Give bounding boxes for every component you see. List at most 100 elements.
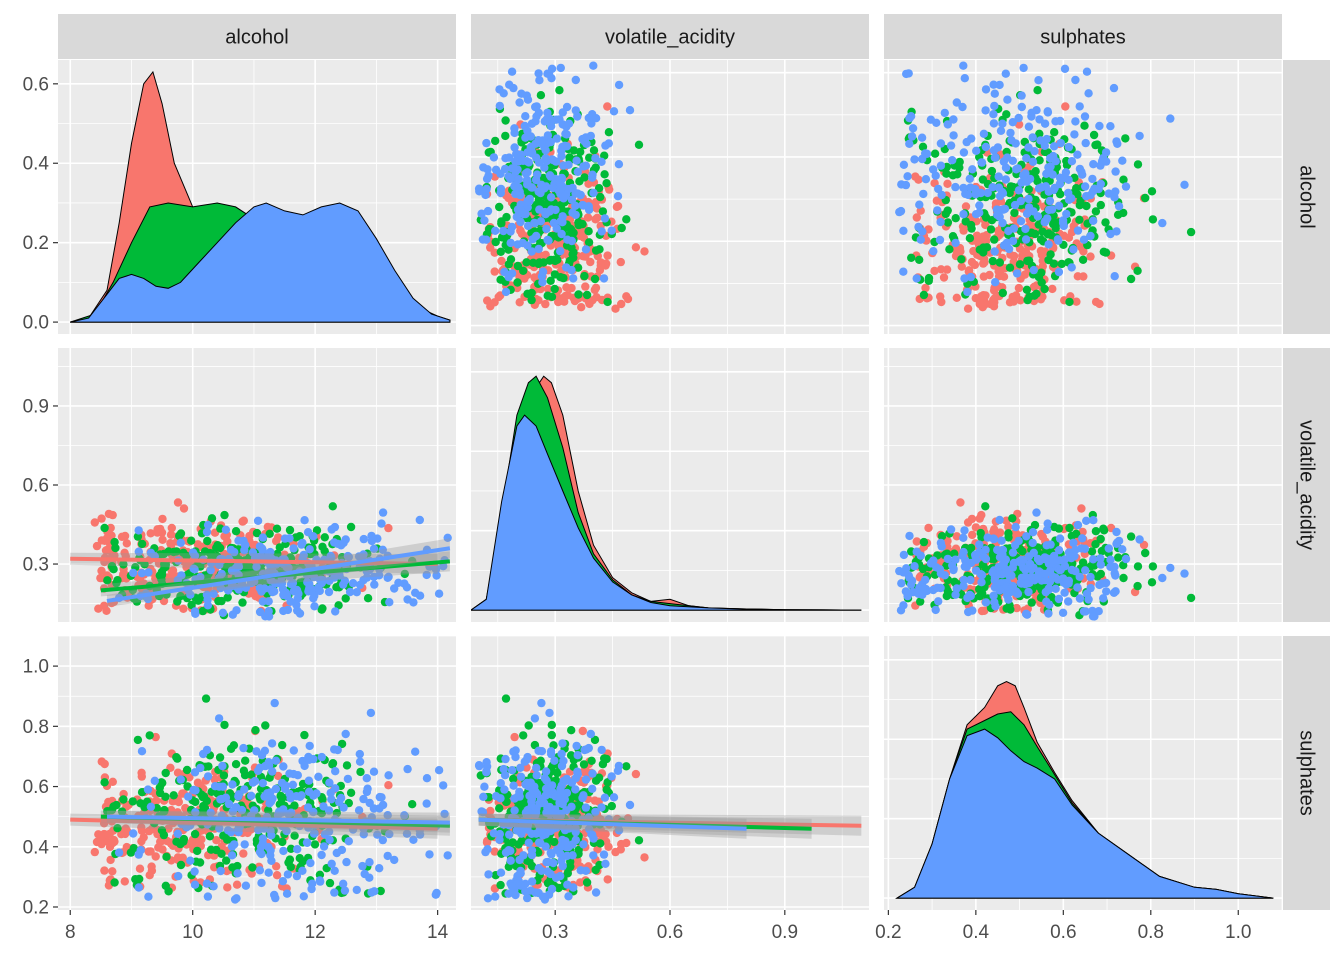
scatter-point: [332, 848, 341, 858]
scatter-point: [274, 807, 284, 816]
scatter-point: [962, 137, 971, 147]
scatter-point: [167, 540, 176, 550]
scatter-point: [1064, 188, 1073, 198]
scatter-point: [534, 108, 543, 118]
scatter-point: [1021, 224, 1030, 234]
scatter-point: [252, 528, 262, 538]
scatter-point: [317, 752, 326, 762]
scatter-point: [319, 842, 329, 851]
scatter-point: [1001, 175, 1010, 184]
scatter-point: [310, 602, 319, 611]
scatter-point: [997, 536, 1006, 545]
scatter-point: [557, 761, 567, 771]
scatter-point: [223, 835, 232, 844]
scatter-point: [1054, 267, 1064, 277]
scatter-point: [556, 871, 565, 881]
scatter-point: [571, 827, 580, 837]
row-strip: [1283, 636, 1330, 910]
scatter-point: [1072, 529, 1081, 538]
scatter-point: [1133, 266, 1142, 275]
scatter-point: [113, 824, 122, 833]
scatter-point: [1180, 569, 1189, 578]
scatter-point: [541, 299, 550, 309]
scatter-point: [985, 270, 994, 280]
scatter-point: [979, 232, 988, 241]
scatter-point: [298, 857, 307, 866]
scatter-point: [1088, 174, 1097, 184]
scatter-point: [601, 859, 610, 868]
scatter-point: [257, 849, 266, 859]
scatter-point: [510, 732, 519, 742]
scatter-point: [1081, 182, 1090, 191]
scatter-point: [143, 785, 153, 794]
scatter-point: [940, 571, 949, 580]
scatter-point: [1004, 571, 1014, 580]
scatter-point: [1060, 64, 1070, 74]
scatter-point: [990, 247, 999, 256]
scatter-point: [543, 867, 552, 876]
scatter-point: [506, 238, 515, 248]
scatter-point: [241, 756, 250, 765]
x-tick-label: 12: [305, 922, 326, 943]
scatter-point: [226, 545, 236, 555]
scatter-point: [1121, 134, 1130, 143]
scatter-point: [527, 877, 537, 886]
scatter-point: [267, 831, 276, 840]
scatter-point: [958, 551, 967, 560]
scatter-point: [268, 767, 277, 776]
scatter-point: [264, 843, 273, 852]
fit-line-group-2: [106, 814, 450, 825]
scatter-point: [90, 847, 100, 857]
scatter-point: [1038, 227, 1047, 236]
scatter-point: [273, 549, 282, 559]
scatter-point: [556, 849, 565, 859]
scatter-point: [137, 539, 147, 549]
scatter-point: [1133, 581, 1142, 591]
scatter-point: [501, 694, 511, 703]
scatter-point: [214, 596, 223, 606]
scatter-point: [344, 552, 353, 562]
scatter-point: [1078, 558, 1088, 567]
scatter-point: [917, 133, 927, 142]
scatter-point: [548, 183, 558, 193]
scatter-point: [1082, 67, 1092, 76]
scatter-point: [562, 851, 572, 861]
scatter-point: [516, 763, 525, 772]
scatter-point: [582, 139, 591, 148]
scatter-point: [971, 184, 980, 194]
scatter-point: [977, 606, 987, 616]
scatter-point: [264, 806, 273, 815]
scatter-point: [510, 806, 519, 815]
scatter-point: [369, 767, 379, 776]
scatter-point: [527, 794, 537, 804]
scatter-point: [475, 761, 484, 771]
scatter-point: [931, 171, 940, 180]
x-tick-label: 10: [182, 922, 203, 943]
scatter-point: [546, 193, 556, 202]
density-group-2: [471, 414, 862, 611]
scatter-point: [989, 591, 998, 600]
scatter-point: [966, 591, 975, 601]
scatter-point: [960, 526, 969, 535]
scatter-point: [129, 829, 138, 838]
scatter-point: [1061, 578, 1071, 588]
scatter-point: [964, 266, 974, 275]
scatter-point: [602, 785, 611, 794]
scatter-point: [325, 878, 335, 888]
scatter-point: [204, 762, 213, 771]
scatter-point: [542, 224, 551, 234]
scatter-point: [912, 537, 921, 546]
scatter-point: [948, 156, 957, 165]
panel-alcohol-vs-volatile_acidity: [471, 60, 869, 334]
scatter-point: [233, 583, 242, 592]
scatter-point: [482, 138, 491, 148]
scatter-point: [989, 534, 999, 544]
scatter-point: [547, 884, 557, 894]
scatter-point: [202, 879, 212, 888]
scatter-point: [496, 184, 506, 194]
scatter-point: [537, 747, 547, 756]
column-strip-label: alcohol: [225, 27, 288, 49]
scatter-point: [1008, 548, 1018, 557]
column-strip: [471, 14, 869, 59]
scatter-point: [202, 590, 212, 599]
